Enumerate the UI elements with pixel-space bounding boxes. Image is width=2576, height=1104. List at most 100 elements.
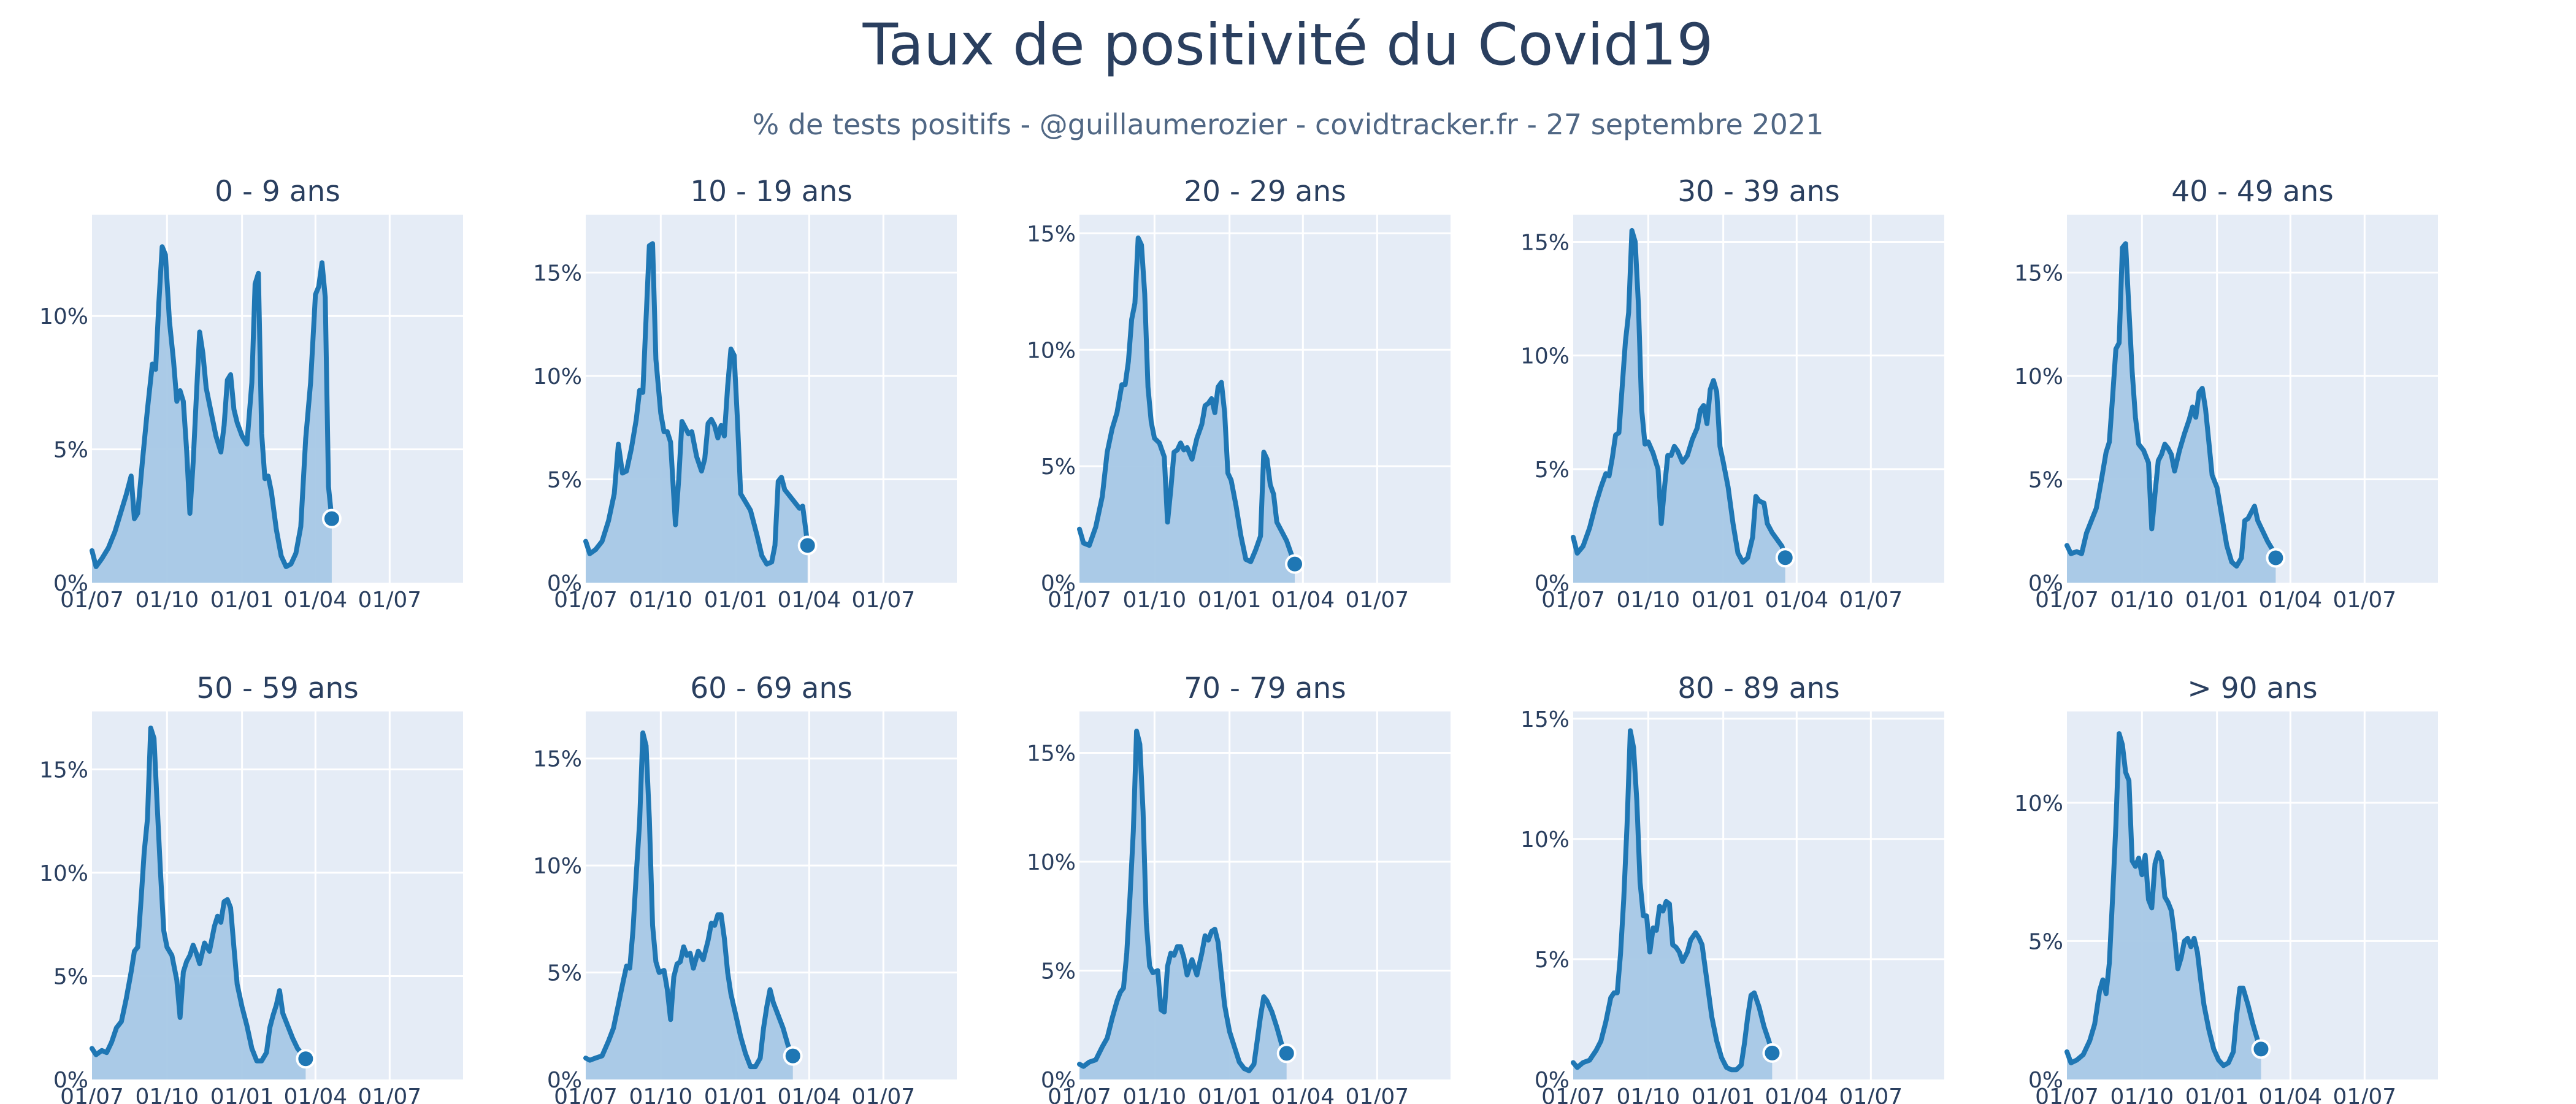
- x-tick-label: 01/04: [1271, 1084, 1335, 1104]
- y-tick-label: 5%: [2028, 467, 2063, 493]
- y-tick-label: 10%: [533, 364, 582, 389]
- panel-title: 10 - 19 ans: [690, 175, 852, 209]
- x-tick-label: 01/07: [1839, 588, 1903, 613]
- y-tick-label: 5%: [1535, 458, 1570, 483]
- panel-9: 01/07 01/10 01/01 01/04 01/070%5%10%15%80 - …: [1520, 672, 1944, 1104]
- panel-title: 60 - 69 ans: [690, 672, 852, 705]
- x-tick-label: 01/07: [1839, 1084, 1903, 1104]
- y-tick-label: 5%: [1041, 959, 1076, 984]
- x-tick-label: 01/10: [2110, 588, 2174, 613]
- y-tick-label: 5%: [547, 467, 582, 493]
- x-tick-label: 01/07: [554, 588, 618, 613]
- area-fill: [92, 728, 306, 1079]
- series-line: [2064, 241, 2279, 569]
- last-value-marker: [321, 508, 342, 529]
- x-tick-label: 01/04: [283, 588, 347, 613]
- series-line: [1571, 228, 1788, 565]
- y-tick-label: 5%: [1535, 948, 1570, 973]
- y-tick-label: 15%: [1520, 707, 1570, 732]
- y-tick-label: 0%: [1041, 571, 1076, 596]
- x-tick-label: 01/10: [629, 588, 692, 613]
- series-line: [1077, 236, 1297, 567]
- x-tick-label: 01/01: [1692, 588, 1755, 613]
- x-tick-label: 01/10: [1616, 1084, 1680, 1104]
- panel-7: 01/07 01/10 01/01 01/04 01/070%5%10%15%60 - …: [533, 672, 957, 1104]
- x-tick-label: 01/10: [629, 1084, 692, 1104]
- x-tick-label: 01/07: [1541, 1084, 1605, 1104]
- x-tick-label: 01/07: [1345, 1084, 1409, 1104]
- y-tick-label: 15%: [533, 261, 582, 286]
- y-tick-label: 0%: [2028, 571, 2063, 596]
- x-tick-label: 01/01: [704, 588, 768, 613]
- y-tick-label: 15%: [1520, 230, 1570, 255]
- y-tick-label: 0%: [53, 1068, 88, 1093]
- series-line: [90, 726, 309, 1064]
- series-line: [2064, 731, 2264, 1068]
- x-tick-label: 01/07: [554, 1084, 618, 1104]
- x-tick-label: 01/04: [2258, 588, 2322, 613]
- y-tick-label: 0%: [53, 571, 88, 596]
- x-tick-label: 01/04: [1765, 1084, 1828, 1104]
- y-tick-label: 15%: [1027, 741, 1076, 766]
- x-tick-label: 01/07: [1345, 588, 1409, 613]
- panel-6: 01/07 01/10 01/01 01/04 01/070%5%10%15%50 - …: [39, 672, 463, 1104]
- y-tick-label: 10%: [39, 861, 88, 886]
- series-line: [1571, 728, 1775, 1073]
- panel-title: > 90 ans: [2187, 672, 2317, 705]
- x-tick-label: 01/01: [210, 1084, 274, 1104]
- panel-title: 40 - 49 ans: [2171, 175, 2333, 209]
- y-tick-label: 0%: [1535, 571, 1570, 596]
- last-value-marker: [797, 535, 818, 556]
- panel-title: 80 - 89 ans: [1677, 672, 1839, 705]
- x-tick-label: 01/01: [2185, 588, 2249, 613]
- y-tick-label: 10%: [2014, 791, 2063, 816]
- y-tick-label: 0%: [547, 571, 582, 596]
- x-tick-label: 01/04: [283, 1084, 347, 1104]
- x-tick-label: 01/07: [2035, 1084, 2099, 1104]
- y-tick-label: 10%: [1520, 344, 1570, 369]
- panel-title: 0 - 9 ans: [215, 175, 340, 209]
- x-tick-label: 01/01: [704, 1084, 768, 1104]
- y-tick-label: 10%: [533, 854, 582, 879]
- y-tick-label: 15%: [2014, 261, 2063, 286]
- chart-title: Taux de positivité du Covid19: [862, 12, 1714, 79]
- area-fill: [1573, 230, 1785, 583]
- area-fill: [586, 732, 793, 1079]
- x-tick-label: 01/07: [2333, 1084, 2396, 1104]
- x-tick-label: 01/04: [777, 1084, 841, 1104]
- y-tick-label: 10%: [39, 304, 88, 329]
- last-value-marker: [783, 1046, 803, 1066]
- x-tick-label: 01/01: [1692, 1084, 1755, 1104]
- x-tick-label: 01/07: [358, 588, 421, 613]
- x-tick-label: 01/01: [1198, 588, 1262, 613]
- x-tick-label: 01/10: [135, 588, 199, 613]
- y-tick-label: 5%: [1041, 454, 1076, 480]
- x-tick-label: 01/07: [358, 1084, 421, 1104]
- chart-subtitle: % de tests positifs - @guillaumerozier -…: [752, 108, 1824, 141]
- panel-1: 01/07 01/10 01/01 01/04 01/070%5%10%0 - 9 an…: [39, 175, 463, 613]
- x-tick-label: 01/01: [1198, 1084, 1262, 1104]
- area-fill: [586, 243, 808, 583]
- x-tick-label: 01/01: [210, 588, 274, 613]
- panel-4: 01/07 01/10 01/01 01/04 01/070%5%10%15%30 - …: [1520, 175, 1944, 613]
- last-value-marker: [296, 1049, 316, 1069]
- series-line: [1077, 729, 1289, 1073]
- y-tick-label: 15%: [533, 747, 582, 772]
- panel-title: 50 - 59 ans: [196, 672, 358, 705]
- last-value-marker: [1285, 554, 1305, 574]
- x-tick-label: 01/07: [1541, 588, 1605, 613]
- x-tick-label: 01/04: [1765, 588, 1828, 613]
- x-tick-label: 01/07: [851, 1084, 915, 1104]
- y-tick-label: 5%: [53, 964, 88, 989]
- x-tick-label: 01/04: [1271, 588, 1335, 613]
- series-line: [583, 241, 810, 567]
- y-tick-label: 0%: [1041, 1068, 1076, 1093]
- y-tick-label: 0%: [547, 1068, 582, 1093]
- x-tick-label: 01/07: [2035, 588, 2099, 613]
- y-tick-label: 5%: [547, 961, 582, 986]
- x-tick-label: 01/07: [1048, 588, 1111, 613]
- last-value-marker: [2266, 548, 2286, 568]
- series-line: [583, 730, 795, 1070]
- x-tick-label: 01/10: [135, 1084, 199, 1104]
